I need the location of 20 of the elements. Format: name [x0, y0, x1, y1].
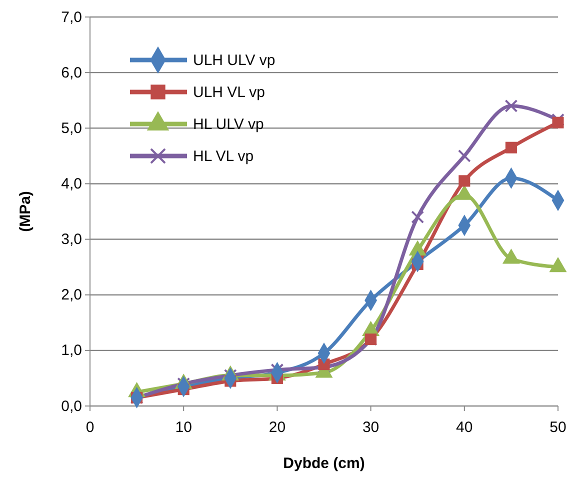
legend-label: HL ULV vp [193, 116, 264, 133]
y-tick-label: 2,0 [61, 286, 82, 304]
legend-label: HL VL vp [193, 148, 254, 165]
y-tick-label: 1,0 [61, 342, 82, 360]
y-tick-label: 7,0 [61, 8, 82, 26]
y-tick-label: 4,0 [61, 176, 82, 193]
legend-label: ULH VL vp [193, 84, 265, 101]
x-tick-label: 0 [86, 419, 94, 436]
x-tick-label: 50 [550, 419, 566, 436]
x-tick-label: 10 [175, 419, 192, 436]
y-tick-label: 0,0 [61, 398, 82, 415]
x-tick-label: 30 [362, 419, 380, 436]
y-tick-label: 5,0 [61, 120, 82, 137]
x-tick-label: 40 [456, 419, 473, 436]
x-axis-title: Dybde (cm) [283, 455, 365, 472]
x-tick-label: 20 [268, 419, 286, 436]
y-tick-label: 3,0 [61, 231, 82, 248]
legend-label: ULH ULV vp [193, 52, 276, 69]
y-tick-label: 6,0 [61, 64, 82, 82]
y-axis-title: (MPa) [17, 191, 34, 232]
